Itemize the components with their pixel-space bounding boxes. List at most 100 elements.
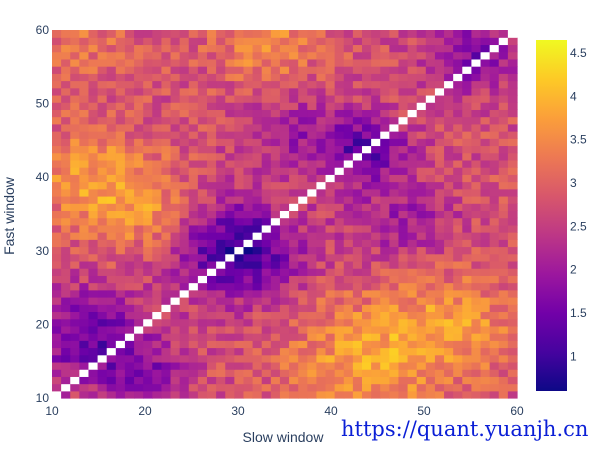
heatmap-cell	[416, 123, 427, 132]
heatmap-cell	[207, 145, 217, 154]
heatmap-cell	[52, 51, 62, 60]
heatmap-cell	[334, 275, 345, 284]
heatmap-cell	[453, 304, 463, 313]
heatmap-cell	[352, 145, 363, 154]
heatmap-cell	[407, 325, 418, 334]
heatmap-cell	[498, 51, 509, 60]
heatmap-cell	[416, 296, 427, 305]
heatmap-cell	[143, 325, 153, 334]
heatmap-cell	[498, 102, 509, 110]
heatmap-cell	[362, 304, 372, 313]
heatmap-cell	[252, 340, 263, 349]
heatmap-cell	[462, 253, 473, 262]
heatmap-cell	[234, 203, 245, 211]
heatmap-cell	[389, 181, 400, 190]
heatmap-cell	[61, 58, 71, 67]
heatmap-cell	[334, 383, 345, 392]
heatmap-cell	[252, 390, 263, 399]
heatmap-cell	[234, 383, 245, 392]
heatmap-cell	[307, 376, 318, 385]
heatmap-cell	[371, 123, 381, 132]
heatmap-cell	[325, 239, 336, 248]
heatmap-cell	[134, 203, 144, 211]
heatmap-cell	[243, 66, 254, 74]
heatmap-cell	[489, 224, 500, 233]
heatmap-cell	[106, 167, 117, 175]
heatmap-cell	[352, 116, 363, 125]
heatmap-cell	[298, 145, 308, 154]
heatmap-cell	[334, 217, 345, 226]
heatmap-cell	[279, 152, 290, 161]
heatmap-cell	[152, 390, 163, 399]
heatmap-cell	[88, 80, 99, 89]
heatmap-cell	[343, 116, 354, 125]
heatmap-cell	[389, 347, 400, 356]
heatmap-cell	[462, 333, 473, 341]
heatmap-cell	[270, 109, 281, 118]
heatmap-cell	[97, 333, 108, 341]
watermark-url: https://quant.yuanjh.cn	[341, 417, 589, 441]
heatmap-cell	[471, 195, 482, 204]
heatmap-cell	[61, 246, 71, 255]
heatmap-cell	[298, 304, 308, 313]
heatmap-cell	[70, 131, 80, 139]
heatmap-cell	[188, 318, 199, 327]
heatmap-cell	[115, 318, 126, 327]
heatmap-cell	[261, 44, 272, 53]
heatmap-cell	[234, 123, 245, 132]
heatmap-cell	[362, 131, 372, 139]
heatmap-cell	[115, 195, 126, 204]
heatmap-cell	[234, 188, 245, 197]
heatmap-cell	[134, 195, 144, 204]
heatmap-cell	[124, 282, 135, 291]
heatmap-cell	[425, 131, 436, 139]
heatmap-cell	[480, 152, 491, 161]
heatmap-cell	[352, 296, 363, 305]
heatmap-cell	[261, 188, 272, 197]
heatmap-cell	[489, 66, 500, 74]
heatmap-cell	[161, 138, 172, 147]
heatmap-cell	[179, 102, 190, 110]
heatmap-cell	[252, 361, 263, 370]
heatmap-cell	[143, 102, 153, 110]
heatmap-cell	[79, 296, 90, 305]
heatmap-cell	[70, 94, 80, 103]
heatmap-cell	[79, 58, 90, 67]
heatmap-cell	[243, 260, 254, 269]
heatmap-cell	[507, 123, 518, 132]
heatmap-cell	[161, 87, 172, 96]
heatmap-cell	[425, 354, 436, 363]
heatmap-cell	[161, 369, 172, 377]
heatmap-cell	[316, 376, 327, 385]
heatmap-cell	[225, 123, 235, 132]
heatmap-cell	[70, 138, 80, 147]
heatmap-cell	[61, 167, 71, 175]
heatmap-cell	[444, 58, 454, 67]
heatmap-cell	[61, 347, 71, 356]
heatmap-cell	[124, 289, 135, 298]
heatmap-cell	[480, 376, 491, 385]
heatmap-cell	[462, 116, 473, 125]
heatmap-cell	[343, 347, 354, 356]
heatmap-cell	[453, 44, 463, 53]
heatmap-cell	[480, 311, 491, 320]
heatmap-cell	[88, 181, 99, 190]
heatmap-cell	[471, 73, 482, 82]
heatmap-cell	[498, 94, 509, 103]
heatmap-cell	[325, 195, 336, 204]
heatmap-cell	[216, 159, 226, 168]
heatmap-cell	[416, 102, 427, 110]
heatmap-cell	[170, 152, 181, 161]
heatmap-cell	[252, 260, 263, 269]
heatmap-cell	[425, 87, 436, 96]
heatmap-cell	[234, 246, 245, 255]
heatmap-cell	[188, 296, 199, 305]
heatmap-cell	[507, 325, 518, 334]
heatmap-cell	[115, 325, 126, 334]
heatmap-cell	[261, 239, 272, 248]
heatmap-cell	[480, 354, 491, 363]
heatmap-cell	[143, 131, 153, 139]
heatmap-cell	[480, 174, 491, 183]
heatmap-cell	[152, 376, 163, 385]
